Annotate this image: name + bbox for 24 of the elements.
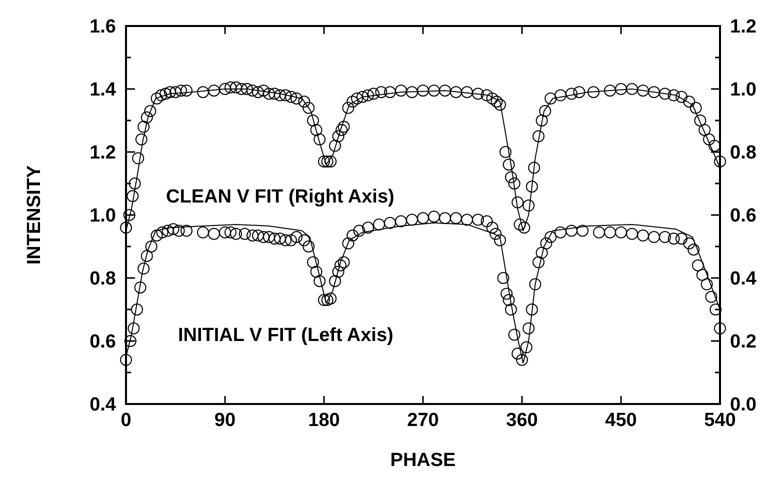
- x-tick-label: 450: [605, 410, 637, 431]
- x-tick-label: 90: [214, 410, 236, 431]
- x-tick-label: 270: [407, 410, 439, 431]
- annotation: CLEAN V FIT (Right Axis): [166, 186, 394, 208]
- y2-tick-label: 0.2: [730, 332, 756, 353]
- y2-tick-label: 0.8: [730, 142, 756, 164]
- y-tick-label: 1.2: [90, 142, 116, 164]
- y-tick-label: 0.6: [90, 332, 116, 353]
- x-tick-label: 540: [704, 410, 736, 431]
- y-tick-label: 1.6: [90, 16, 116, 38]
- x-axis-title: PHASE: [390, 450, 456, 471]
- x-tick-label: 180: [308, 410, 340, 431]
- y-axis-title: INTENSITY: [24, 165, 45, 265]
- y-tick-label: 1.0: [90, 206, 116, 227]
- y-tick-label: 0.8: [90, 268, 116, 290]
- y-tick-label: 1.4: [90, 80, 116, 101]
- y2-tick-label: 1.2: [730, 16, 756, 38]
- annotation: INITIAL V FIT (Left Axis): [178, 325, 394, 346]
- y-tick-label: 0.4: [90, 394, 116, 416]
- y2-tick-label: 0.6: [730, 206, 756, 227]
- x-tick-label: 360: [506, 410, 538, 431]
- x-tick-label: 0: [120, 410, 132, 431]
- y2-tick-label: 0.4: [730, 268, 757, 290]
- y2-tick-label: 1.0: [730, 80, 756, 101]
